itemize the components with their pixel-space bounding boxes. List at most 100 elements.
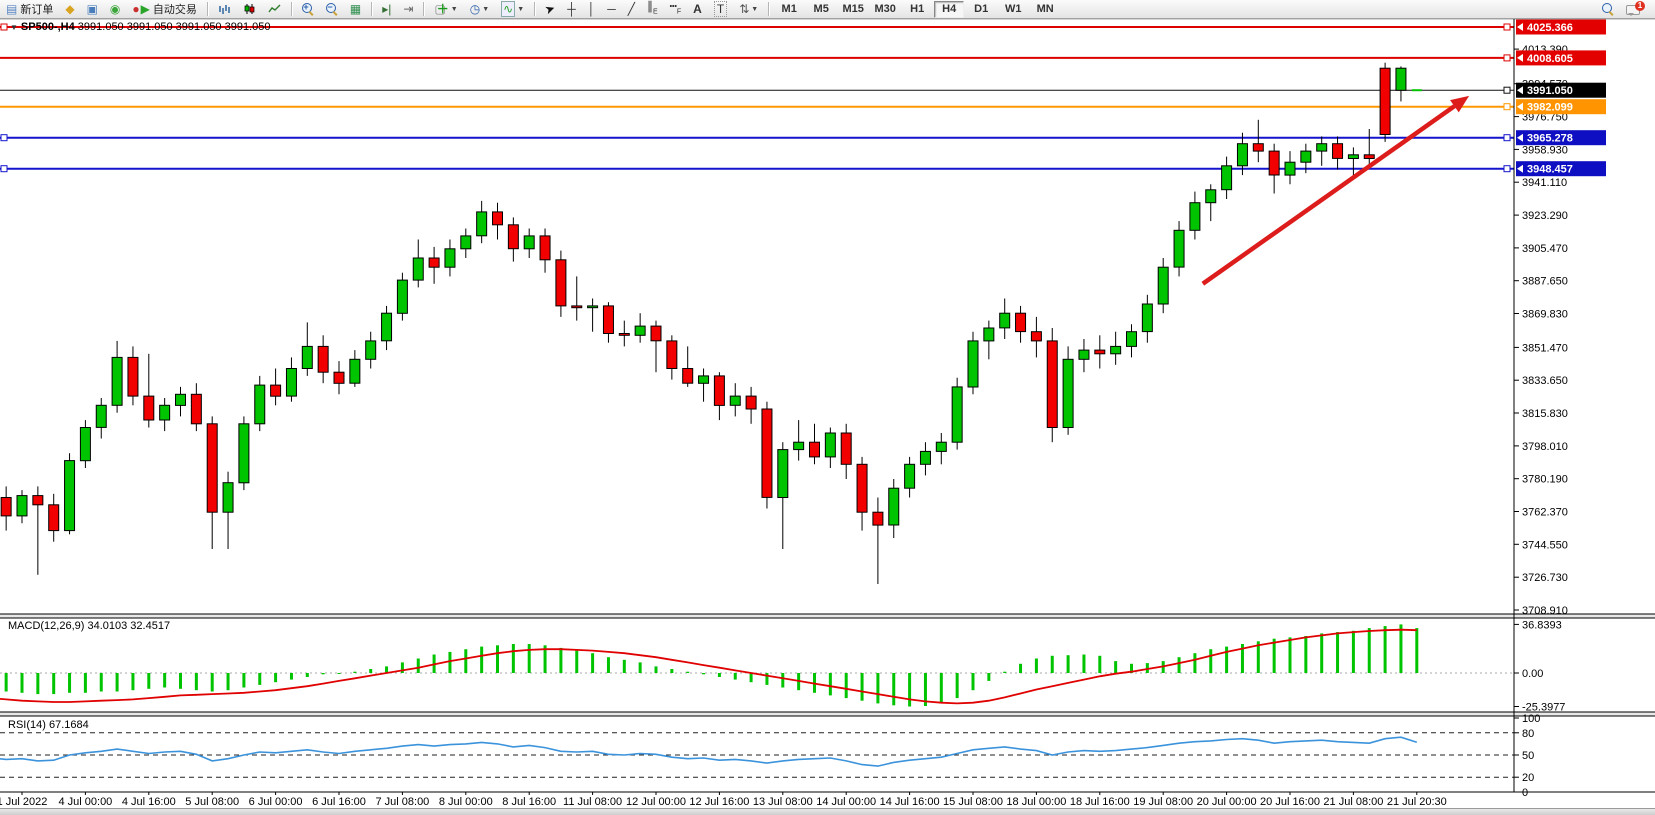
macd-bar — [274, 673, 278, 683]
price-badge: 3965.278 — [1516, 130, 1606, 146]
line-chart-button[interactable] — [263, 0, 286, 18]
macd-bar — [1272, 638, 1276, 673]
candle-body — [412, 257, 424, 281]
vline-tool[interactable]: │ — [587, 2, 596, 16]
candle-body — [222, 482, 234, 513]
text-tool[interactable]: A — [693, 2, 702, 16]
candle-body — [888, 487, 900, 526]
candle-body — [365, 340, 377, 360]
hline-handle[interactable] — [0, 165, 8, 173]
price-tick-label: 3905.470 — [1522, 243, 1568, 255]
macd-bar — [1304, 636, 1308, 673]
candle-body — [333, 371, 345, 384]
macd-bar — [163, 673, 167, 688]
timeframe-d1-button[interactable]: D1 — [974, 3, 989, 15]
candle-body — [983, 327, 995, 342]
bar-chart-button[interactable] — [213, 0, 236, 18]
search-icon[interactable] — [1597, 0, 1619, 18]
price-badge: 4025.366 — [1516, 19, 1606, 35]
timeframe-m15-button[interactable]: M15 — [842, 3, 864, 15]
indicators-button[interactable]: ∿ ▼ — [501, 1, 525, 17]
candle-body — [48, 504, 60, 532]
candle-body — [1395, 67, 1407, 91]
candle-body — [1205, 189, 1217, 204]
timeframe-m1-button[interactable]: M1 — [781, 3, 797, 15]
price-axis[interactable]: 4013.3903994.5703976.7503958.9303941.110… — [1513, 19, 1606, 799]
auto-scroll-button[interactable]: ▸| — [382, 2, 392, 16]
hline-handle[interactable] — [1503, 103, 1511, 111]
macd-bar — [717, 673, 721, 677]
new-chart-button[interactable]: ▢ ＋ ▼ — [434, 2, 458, 16]
timeframe-m5-button[interactable]: M5 — [813, 3, 829, 15]
trendline-tool[interactable]: ╱ — [627, 2, 635, 16]
periods-button[interactable]: ◷ ▼ — [469, 2, 490, 16]
candle-body — [729, 395, 741, 406]
shapes-tool[interactable]: ⇅ ▼ — [739, 2, 759, 16]
macd-bar — [385, 666, 389, 673]
macd-bar — [242, 673, 246, 688]
horizontal-lines[interactable] — [0, 23, 1514, 173]
hline-handle[interactable] — [1503, 134, 1511, 142]
data-window-icon[interactable]: ▣ — [86, 2, 98, 16]
timeframe-mn-button[interactable]: MN — [1036, 3, 1054, 15]
channel-tool[interactable]: ∥E — [646, 0, 658, 16]
rsi-indicator-label: RSI(14) 67.1684 — [8, 719, 89, 731]
chevron-down-icon[interactable]: ▼ — [482, 5, 490, 13]
chat-icon[interactable]: 1 — [1621, 0, 1645, 18]
hline-handle[interactable] — [1503, 23, 1511, 31]
candle-tick — [1411, 89, 1422, 92]
hline-tool[interactable]: ─ — [607, 2, 616, 16]
price-tick-label: 3958.930 — [1522, 144, 1568, 156]
hline-handle[interactable] — [1503, 165, 1511, 173]
chevron-down-icon[interactable]: ▼ — [751, 5, 759, 13]
new-order-button[interactable]: ▤ 新订单 — [6, 2, 54, 16]
candle-body — [1284, 161, 1296, 176]
macd-bar — [575, 650, 579, 673]
pane-splitters[interactable] — [0, 613, 1655, 793]
timeframe-m30-button[interactable]: M30 — [874, 3, 896, 15]
candle-body — [650, 325, 662, 342]
macd-bar — [511, 644, 515, 673]
macd-bar — [559, 647, 563, 673]
hline-handle[interactable] — [1503, 86, 1511, 94]
timeframe-w1-button[interactable]: W1 — [1004, 3, 1022, 15]
time-axis[interactable]: 1 Jul 2022 4 Jul 00:00 4 Jul 16:00 5 Jul 08… — [0, 792, 1447, 808]
candle-body — [840, 432, 852, 465]
macd-bar — [4, 673, 8, 692]
price-tick-label: 3923.290 — [1522, 210, 1568, 222]
trend-arrow-annotation[interactable] — [1201, 95, 1470, 286]
candle-body — [1252, 143, 1264, 152]
chevron-down-icon[interactable]: ▼ — [517, 5, 525, 13]
text-label-tool[interactable]: T — [709, 0, 732, 18]
macd-bar — [1066, 655, 1070, 673]
rsi-pane — [0, 715, 1655, 778]
candle-body — [143, 395, 155, 421]
hline-handle[interactable] — [0, 23, 8, 31]
autotrade-button[interactable]: ● ▶ 自动交易 — [132, 2, 197, 16]
crosshair-tool[interactable]: ┼ — [567, 2, 576, 16]
chevron-down-icon[interactable]: ▼ — [450, 5, 458, 13]
fibonacci-tool[interactable]: ┅F — [669, 0, 682, 16]
hline-handle[interactable] — [0, 134, 8, 142]
timeframe-h1-button[interactable]: H1 — [910, 3, 925, 15]
price-tick-label: 3726.730 — [1522, 572, 1568, 584]
hline-handle[interactable] — [1503, 54, 1511, 62]
candle-body — [935, 441, 947, 452]
time-tick-label: 6 Jul 00:00 — [249, 796, 303, 808]
zoom-in-button[interactable]: + — [297, 0, 319, 18]
candle-body — [745, 395, 757, 410]
macd-bar — [321, 673, 325, 675]
macd-bar — [1034, 658, 1038, 673]
candlestick-chart-button[interactable] — [238, 0, 261, 18]
timeframe-h4-button[interactable]: H4 — [934, 0, 965, 18]
tile-windows-button[interactable]: ▦ — [349, 2, 362, 16]
market-watch-icon[interactable]: ◆ — [65, 2, 75, 16]
zoom-out-button[interactable]: − — [321, 0, 343, 18]
macd-bar — [1130, 663, 1133, 673]
signal-icon[interactable]: ◉ — [109, 2, 121, 16]
chart-shift-button[interactable]: ⇥ — [403, 2, 414, 16]
time-tick-label: 19 Jul 08:00 — [1133, 796, 1193, 808]
time-tick-label: 12 Jul 16:00 — [689, 796, 749, 808]
chart-title-caret-icon[interactable]: ▼ — [10, 23, 18, 32]
